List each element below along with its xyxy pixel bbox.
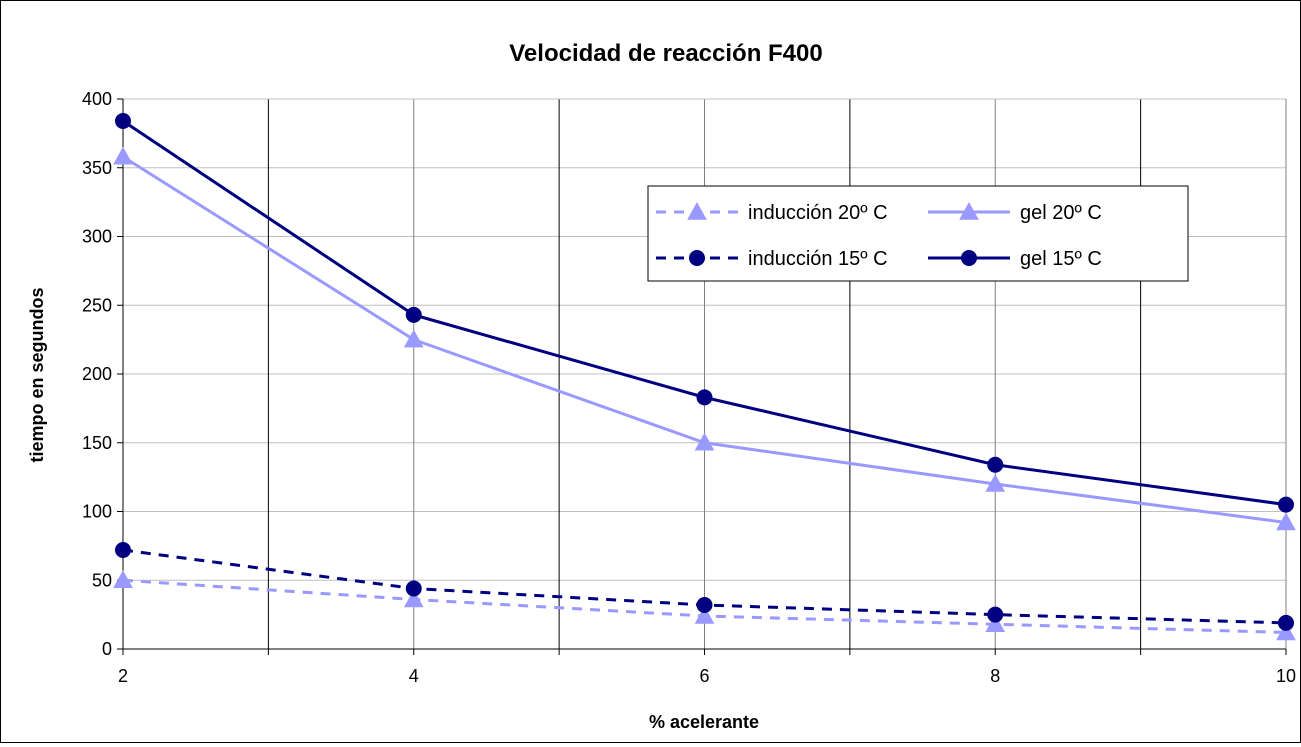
- legend-label-3: gel 15º C: [1020, 248, 1102, 270]
- data-point-0-0: [113, 570, 133, 588]
- y-tick-label: 250: [82, 295, 112, 315]
- legend-marker-0: [687, 201, 707, 220]
- data-point-0-2: [694, 605, 715, 624]
- y-tick-label: 0: [102, 639, 112, 659]
- data-point-1-2: [694, 432, 715, 451]
- data-point-2-0: [115, 542, 131, 558]
- chart-title: Velocidad de reacción F400: [509, 40, 822, 67]
- data-point-2-1: [405, 580, 422, 597]
- y-tick-label: 150: [82, 433, 112, 453]
- y-tick-label: 50: [92, 570, 112, 590]
- legend-label-0: inducción 20º C: [748, 202, 888, 224]
- x-tick-label: 10: [1276, 666, 1296, 686]
- data-point-3-4: [1278, 496, 1294, 513]
- series-layer: [113, 113, 1296, 641]
- y-tick-label: 350: [82, 158, 112, 178]
- legend-marker-2: [689, 250, 705, 266]
- legend-label-1: gel 20º C: [1020, 202, 1102, 224]
- data-point-0-4: [1276, 622, 1296, 641]
- data-point-3-0: [115, 113, 131, 129]
- legend: inducción 20º C gel 20º C inducción 15º C g…: [647, 185, 1189, 282]
- data-point-3-3: [987, 456, 1004, 473]
- legend-marker-3: [961, 250, 977, 266]
- data-point-2-3: [987, 606, 1004, 623]
- y-tick-label: 400: [82, 89, 112, 109]
- data-point-1-4: [1276, 512, 1296, 531]
- legend-marker-1: [959, 201, 979, 220]
- grid-layer: [123, 98, 1286, 649]
- y-tick-label: 100: [82, 502, 112, 522]
- axes-layer: 0 50 100 150 200 250 300 350 400 2 4 6 8 10: [82, 89, 1296, 686]
- data-point-1-0: [113, 146, 133, 165]
- x-tick-label: 2: [118, 666, 128, 686]
- legend-box: [647, 185, 1189, 282]
- y-axis-title: tiempo en segundos: [27, 287, 47, 462]
- data-point-0-3: [985, 614, 1006, 632]
- data-point-3-1: [405, 306, 422, 323]
- x-tick-label: 6: [699, 666, 709, 686]
- data-point-0-1: [403, 589, 424, 608]
- y-tick-label: 300: [82, 227, 112, 247]
- data-point-1-3: [985, 473, 1006, 492]
- legend-label-2: inducción 15º C: [748, 248, 888, 270]
- x-tick-label: 4: [409, 666, 419, 686]
- y-tick-label: 200: [82, 364, 112, 384]
- data-point-2-2: [696, 597, 713, 613]
- data-point-3-2: [696, 389, 713, 406]
- x-axis-title: % acelerante: [649, 712, 759, 732]
- data-point-2-4: [1278, 614, 1294, 631]
- data-point-1-1: [403, 329, 424, 348]
- x-tick-label: 8: [990, 666, 1000, 686]
